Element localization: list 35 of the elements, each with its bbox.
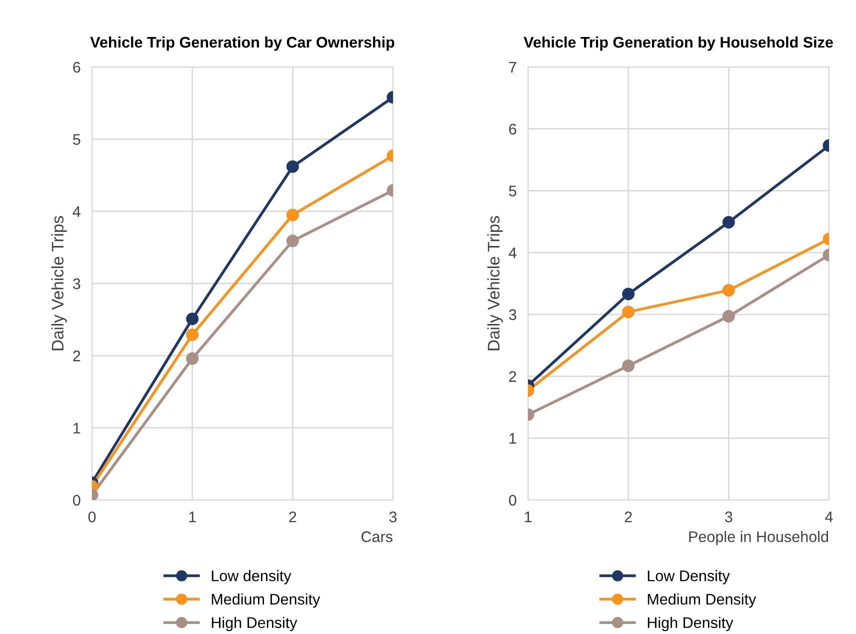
x-axis-title: People in Household	[689, 530, 828, 546]
legend-label: Medium Density	[648, 593, 756, 608]
legend-label: Medium Density	[212, 593, 320, 608]
legend-label: Low density	[212, 570, 292, 584]
y-tick-label: 1	[74, 422, 80, 434]
y-tick-label: 5	[509, 186, 516, 196]
x-tick-label: 2	[289, 512, 296, 522]
y-axis-title: Daily Vehicle Trips	[487, 216, 503, 350]
x-tick-label: 0	[88, 512, 96, 522]
legend-label: Low Density	[648, 570, 730, 584]
y-tick-label: 6	[73, 62, 80, 73]
y-tick-label: 7	[509, 62, 516, 73]
y-tick-label: 2	[73, 350, 80, 362]
y-tick-label: 3	[72, 278, 80, 290]
y-tick-label: 1	[510, 433, 516, 444]
x-tick-label: 3	[725, 512, 732, 522]
x-tick-label: 3	[389, 512, 397, 522]
y-tick-label: 3	[508, 309, 516, 320]
y-tick-label: 5	[73, 134, 80, 145]
x-tick-label: 2	[624, 512, 632, 522]
y-tick-label: 4	[72, 206, 80, 217]
chart-title: Vehicle Trip Generation by Household Size	[524, 36, 833, 51]
y-axis-title: Daily Vehicle Trips	[51, 216, 67, 350]
x-tick-label: 1	[189, 512, 196, 522]
x-tick-label: 4	[825, 512, 833, 522]
legend-label: High Density	[648, 616, 734, 632]
y-tick-label: 2	[509, 371, 516, 382]
x-tick-label: 1	[524, 512, 532, 522]
x-axis-title: Cars	[362, 531, 392, 542]
y-tick-label: 6	[509, 124, 516, 135]
y-tick-label: 4	[508, 248, 516, 258]
y-tick-label: 0	[72, 494, 80, 506]
chart-title: Vehicle Trip Generation by Car Ownership	[90, 36, 394, 51]
legend-label: High Density	[212, 616, 298, 632]
y-tick-label: 0	[508, 494, 516, 506]
